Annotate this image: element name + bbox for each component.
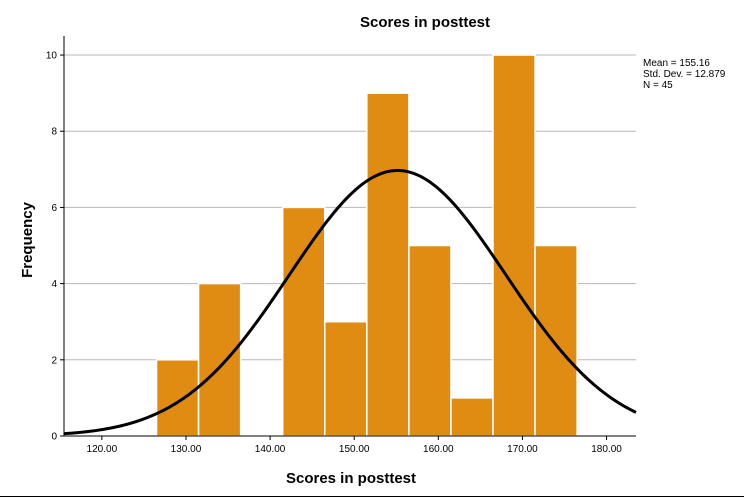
y-tick-label-1: 2 [51, 355, 57, 366]
stats-mean: Mean = 155.16 [643, 58, 710, 69]
stats-box: Mean = 155.16 Std. Dev. = 12.879 N = 45 [643, 58, 726, 91]
histogram-bar-4 [324, 320, 368, 437]
histogram-bar-6 [408, 244, 452, 437]
histogram-bar-1 [197, 282, 242, 437]
x-axis-label: Scores in posttest [286, 470, 416, 487]
x-tick-label-2: 140.00 [255, 444, 286, 455]
stats-n: N = 45 [643, 80, 673, 91]
bottom-rule [0, 496, 744, 497]
histogram-bar-8 [492, 54, 536, 437]
normal-curve [63, 168, 637, 436]
stats-std-dev: Std. Dev. = 12.879 [643, 69, 726, 80]
y-tick-label-3: 6 [51, 203, 57, 214]
histogram-bar-9 [534, 244, 578, 437]
y-tick-label-2: 4 [51, 279, 57, 290]
histogram-bar-7 [450, 397, 494, 437]
y-tick-label-0: 0 [51, 432, 57, 443]
x-tick-label-5: 170.00 [507, 444, 538, 455]
normal-curve-layer [63, 168, 637, 436]
y-axis-label: Frequency [19, 201, 36, 278]
x-tick-label-0: 120.00 [87, 444, 118, 455]
x-tick-label-1: 130.00 [171, 444, 202, 455]
histogram-bar-0 [155, 359, 200, 437]
x-tick-label-6: 180.00 [591, 444, 622, 455]
axes [60, 36, 636, 440]
x-tick-label-4: 160.00 [423, 444, 454, 455]
y-tick-label-4: 8 [51, 127, 57, 138]
chart-title: Scores in posttest [360, 14, 490, 31]
histogram-bar-3 [281, 206, 326, 437]
histogram-bar-5 [366, 92, 410, 437]
tick-labels: 0 2 4 6 8 10 120.00 130.00 140.00 150.00 160.00 170… [46, 51, 622, 455]
histogram-bars [155, 54, 578, 437]
y-tick-label-5: 10 [46, 51, 58, 62]
x-tick-label-3: 150.00 [339, 444, 370, 455]
